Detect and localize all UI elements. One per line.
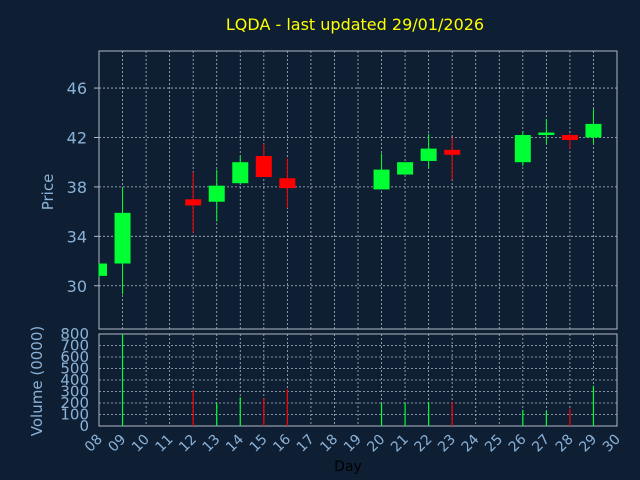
x-axis-label: Day [334, 459, 362, 475]
candle [538, 118, 555, 144]
candle-body [185, 199, 202, 206]
candle-body [444, 149, 461, 155]
price-tick-label: 46 [67, 79, 87, 98]
volume-axis-label: Volume (0000) [28, 326, 46, 436]
price-tick-label: 34 [67, 227, 87, 246]
price-axis-label: Price [39, 174, 57, 211]
x-tick-labels: 08 09 10 11 12 13 14 15 16 17 18 19 20 21 22 23 24 25 26 27… [82, 431, 624, 455]
volume-tick-label: 200 [60, 394, 89, 412]
chart-title: LQDA - last updated 29/01/2026 [226, 15, 484, 34]
candle [561, 133, 578, 149]
candle [444, 137, 461, 180]
volume-tick-label: 0 [79, 417, 89, 435]
volume-tick-label: 600 [60, 348, 89, 366]
price-tick-labels: 30 34 38 42 46 [67, 79, 87, 296]
candle-body [255, 156, 272, 178]
candle [397, 162, 414, 175]
candles [98, 109, 602, 295]
candle-body [208, 185, 225, 202]
candle [114, 186, 131, 295]
candle [208, 169, 225, 222]
candle-body [373, 169, 390, 190]
candle [373, 153, 390, 190]
candle-body [585, 123, 602, 138]
candle [279, 158, 296, 208]
volume-tick-label: 100 [60, 406, 89, 424]
price-tick-label: 38 [67, 178, 87, 197]
candle [232, 156, 249, 185]
candle [255, 143, 272, 178]
candle-body [561, 135, 578, 140]
candle-body [279, 178, 296, 189]
candle-body [420, 148, 437, 161]
volume-tick-label: 500 [60, 360, 89, 378]
price-tick-label: 42 [67, 128, 87, 147]
candle [185, 172, 202, 233]
volume-tick-label: 300 [60, 383, 89, 401]
price-tick-label: 30 [67, 277, 87, 296]
candle [585, 109, 602, 144]
volume-tick-label: 400 [60, 371, 89, 389]
candle-body [397, 162, 414, 175]
candle-body [538, 132, 555, 136]
volume-bars [121, 334, 595, 426]
volume-tick-label: 700 [60, 337, 89, 355]
candle-body [114, 212, 131, 264]
candle [514, 131, 531, 166]
candle-body [232, 162, 249, 184]
candle [98, 263, 107, 278]
candle [420, 133, 437, 169]
volume-tick-label: 800 [60, 325, 89, 343]
price-panel: 30 34 38 42 46 Price [39, 50, 618, 330]
price-grid [94, 51, 617, 329]
candle-body [99, 263, 107, 276]
candle-body [514, 135, 531, 163]
